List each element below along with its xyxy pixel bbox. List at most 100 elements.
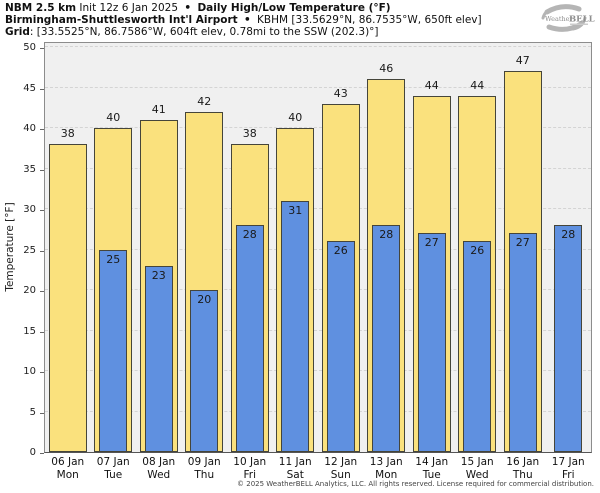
low-value-label: 20 (197, 293, 212, 306)
logo-subline (570, 23, 588, 25)
init-time: Init 12z 6 Jan 2025 (79, 2, 179, 14)
y-tick-label: 45 (23, 82, 36, 94)
low-bar (372, 225, 401, 452)
high-value-label: 47 (515, 54, 530, 68)
copyright-notice: © 2025 WeatherBELL Analytics, LLC. All r… (237, 480, 594, 488)
bullet-separator: • (243, 13, 251, 26)
y-tick-mark (40, 453, 44, 454)
bullet-separator: • (184, 2, 192, 14)
y-tick-mark (40, 331, 44, 333)
x-tick-dow: Mon (375, 469, 398, 481)
high-bar (48, 144, 87, 452)
x-tick-date: 11 Jan (278, 456, 312, 468)
x-tick-label: 14 Jan Tue (409, 456, 455, 482)
chart-header: NBM 2.5 km Init 12z 6 Jan 2025 • Daily H… (5, 2, 482, 38)
x-tick-date: 09 Jan (187, 456, 221, 468)
product-title: Daily High/Low Temperature (°F) (197, 2, 391, 14)
y-tick-label: 50 (23, 42, 36, 53)
y-tick-label: 25 (23, 244, 36, 256)
y-tick-mark (40, 412, 44, 414)
x-tick-date: 14 Jan (415, 456, 449, 468)
x-tick-label: 07 Jan Tue (91, 456, 137, 482)
x-tick-date: 10 Jan (233, 456, 267, 468)
y-tick-mark (40, 129, 44, 130)
low-bar (99, 249, 128, 452)
low-value-label: 28 (561, 228, 576, 242)
x-tick-label: 09 Jan Thu (182, 456, 228, 482)
low-bar (190, 290, 219, 452)
high-value-label: 46 (379, 62, 394, 76)
y-tick-label: 5 (29, 406, 36, 418)
low-bar (144, 265, 173, 452)
x-tick-label: 16 Jan Thu (500, 456, 546, 482)
x-tick-dow: Fri (561, 469, 575, 481)
station-detail: KBHM [33.5629°N, 86.7535°W, 650ft elev] (257, 13, 482, 26)
x-tick-label: 08 Jan Wed (136, 456, 182, 482)
x-tick-label: 15 Jan Wed (455, 456, 501, 482)
x-tick-label: 13 Jan Mon (364, 456, 410, 482)
x-tick-dow: Sun (330, 469, 351, 481)
y-tick-label: 30 (23, 204, 36, 215)
y-axis-ticks: 0 5 10 15 20 25 30 35 40 45 50 (0, 42, 38, 458)
high-value-label: 38 (242, 127, 257, 141)
plot-area: 38 40 25 41 23 42 20 38 28 40 31 43 26 46 28 44 27 44 26 47… (44, 42, 592, 453)
y-tick-mark (40, 169, 44, 171)
x-tick-date: 07 Jan (96, 456, 130, 468)
x-tick-date: 16 Jan (506, 456, 540, 468)
y-tick-label: 40 (23, 123, 36, 134)
header-line-1: NBM 2.5 km Init 12z 6 Jan 2025 • Daily H… (5, 2, 482, 15)
y-tick-mark (40, 250, 44, 252)
low-bar (417, 233, 446, 452)
high-value-label: 42 (197, 94, 212, 108)
x-tick-label: 17 Jan Fri (546, 456, 592, 482)
x-tick-date: 08 Jan (142, 456, 176, 468)
y-tick-mark (40, 210, 44, 211)
low-value-label: 25 (106, 252, 121, 266)
y-tick-label: 35 (23, 163, 36, 175)
x-tick-dow: Mon (56, 469, 79, 481)
low-value-label: 23 (151, 268, 166, 282)
low-value-label: 28 (379, 228, 394, 242)
low-bar (508, 233, 537, 452)
gridline-25 (45, 248, 591, 250)
x-tick-date: 12 Jan (324, 456, 358, 468)
y-tick-label: 10 (23, 366, 36, 377)
high-value-label: 41 (151, 102, 166, 116)
high-value-label: 40 (106, 111, 121, 124)
x-tick-date: 06 Jan (51, 456, 85, 468)
low-bar (463, 241, 492, 452)
x-tick-dow: Wed (465, 469, 489, 481)
x-tick-label: 11 Jan Sat (273, 456, 319, 482)
low-bar (326, 241, 355, 452)
low-value-label: 31 (288, 203, 303, 217)
gridline-10 (45, 370, 591, 371)
high-value-label: 40 (288, 111, 303, 124)
y-tick-label: 20 (23, 285, 36, 296)
station-name: Birmingham-Shuttlesworth Int'l Airport (5, 13, 238, 26)
swirl-icon (541, 4, 587, 32)
x-tick-label: 10 Jan Fri (227, 456, 273, 482)
low-value-label: 26 (333, 244, 348, 258)
gridline-30 (45, 208, 591, 209)
gridline-50 (45, 46, 591, 47)
x-axis-ticks: 06 Jan Mon 07 Jan Tue 08 Jan Wed 09 Jan Thu 10 J… (44, 456, 592, 484)
model-name: NBM 2.5 km (5, 2, 77, 14)
x-tick-date: 15 Jan (460, 456, 494, 468)
logo-text-bell: BELL (569, 15, 595, 25)
gridline-40 (45, 127, 591, 128)
high-value-label: 43 (333, 86, 348, 100)
gridline-35 (45, 167, 591, 169)
y-tick-mark (40, 48, 44, 49)
gridline-5 (45, 410, 591, 412)
high-value-label: 38 (60, 127, 75, 141)
x-tick-date: 13 Jan (369, 456, 403, 468)
gridline-20 (45, 289, 591, 290)
low-value-label: 27 (515, 236, 530, 250)
x-tick-dow: Tue (422, 469, 441, 481)
x-tick-label: 06 Jan Mon (45, 456, 91, 482)
low-value-label: 28 (242, 228, 257, 242)
x-tick-dow: Wed (147, 469, 171, 481)
low-bar (235, 225, 264, 452)
x-tick-date: 17 Jan (551, 456, 585, 468)
